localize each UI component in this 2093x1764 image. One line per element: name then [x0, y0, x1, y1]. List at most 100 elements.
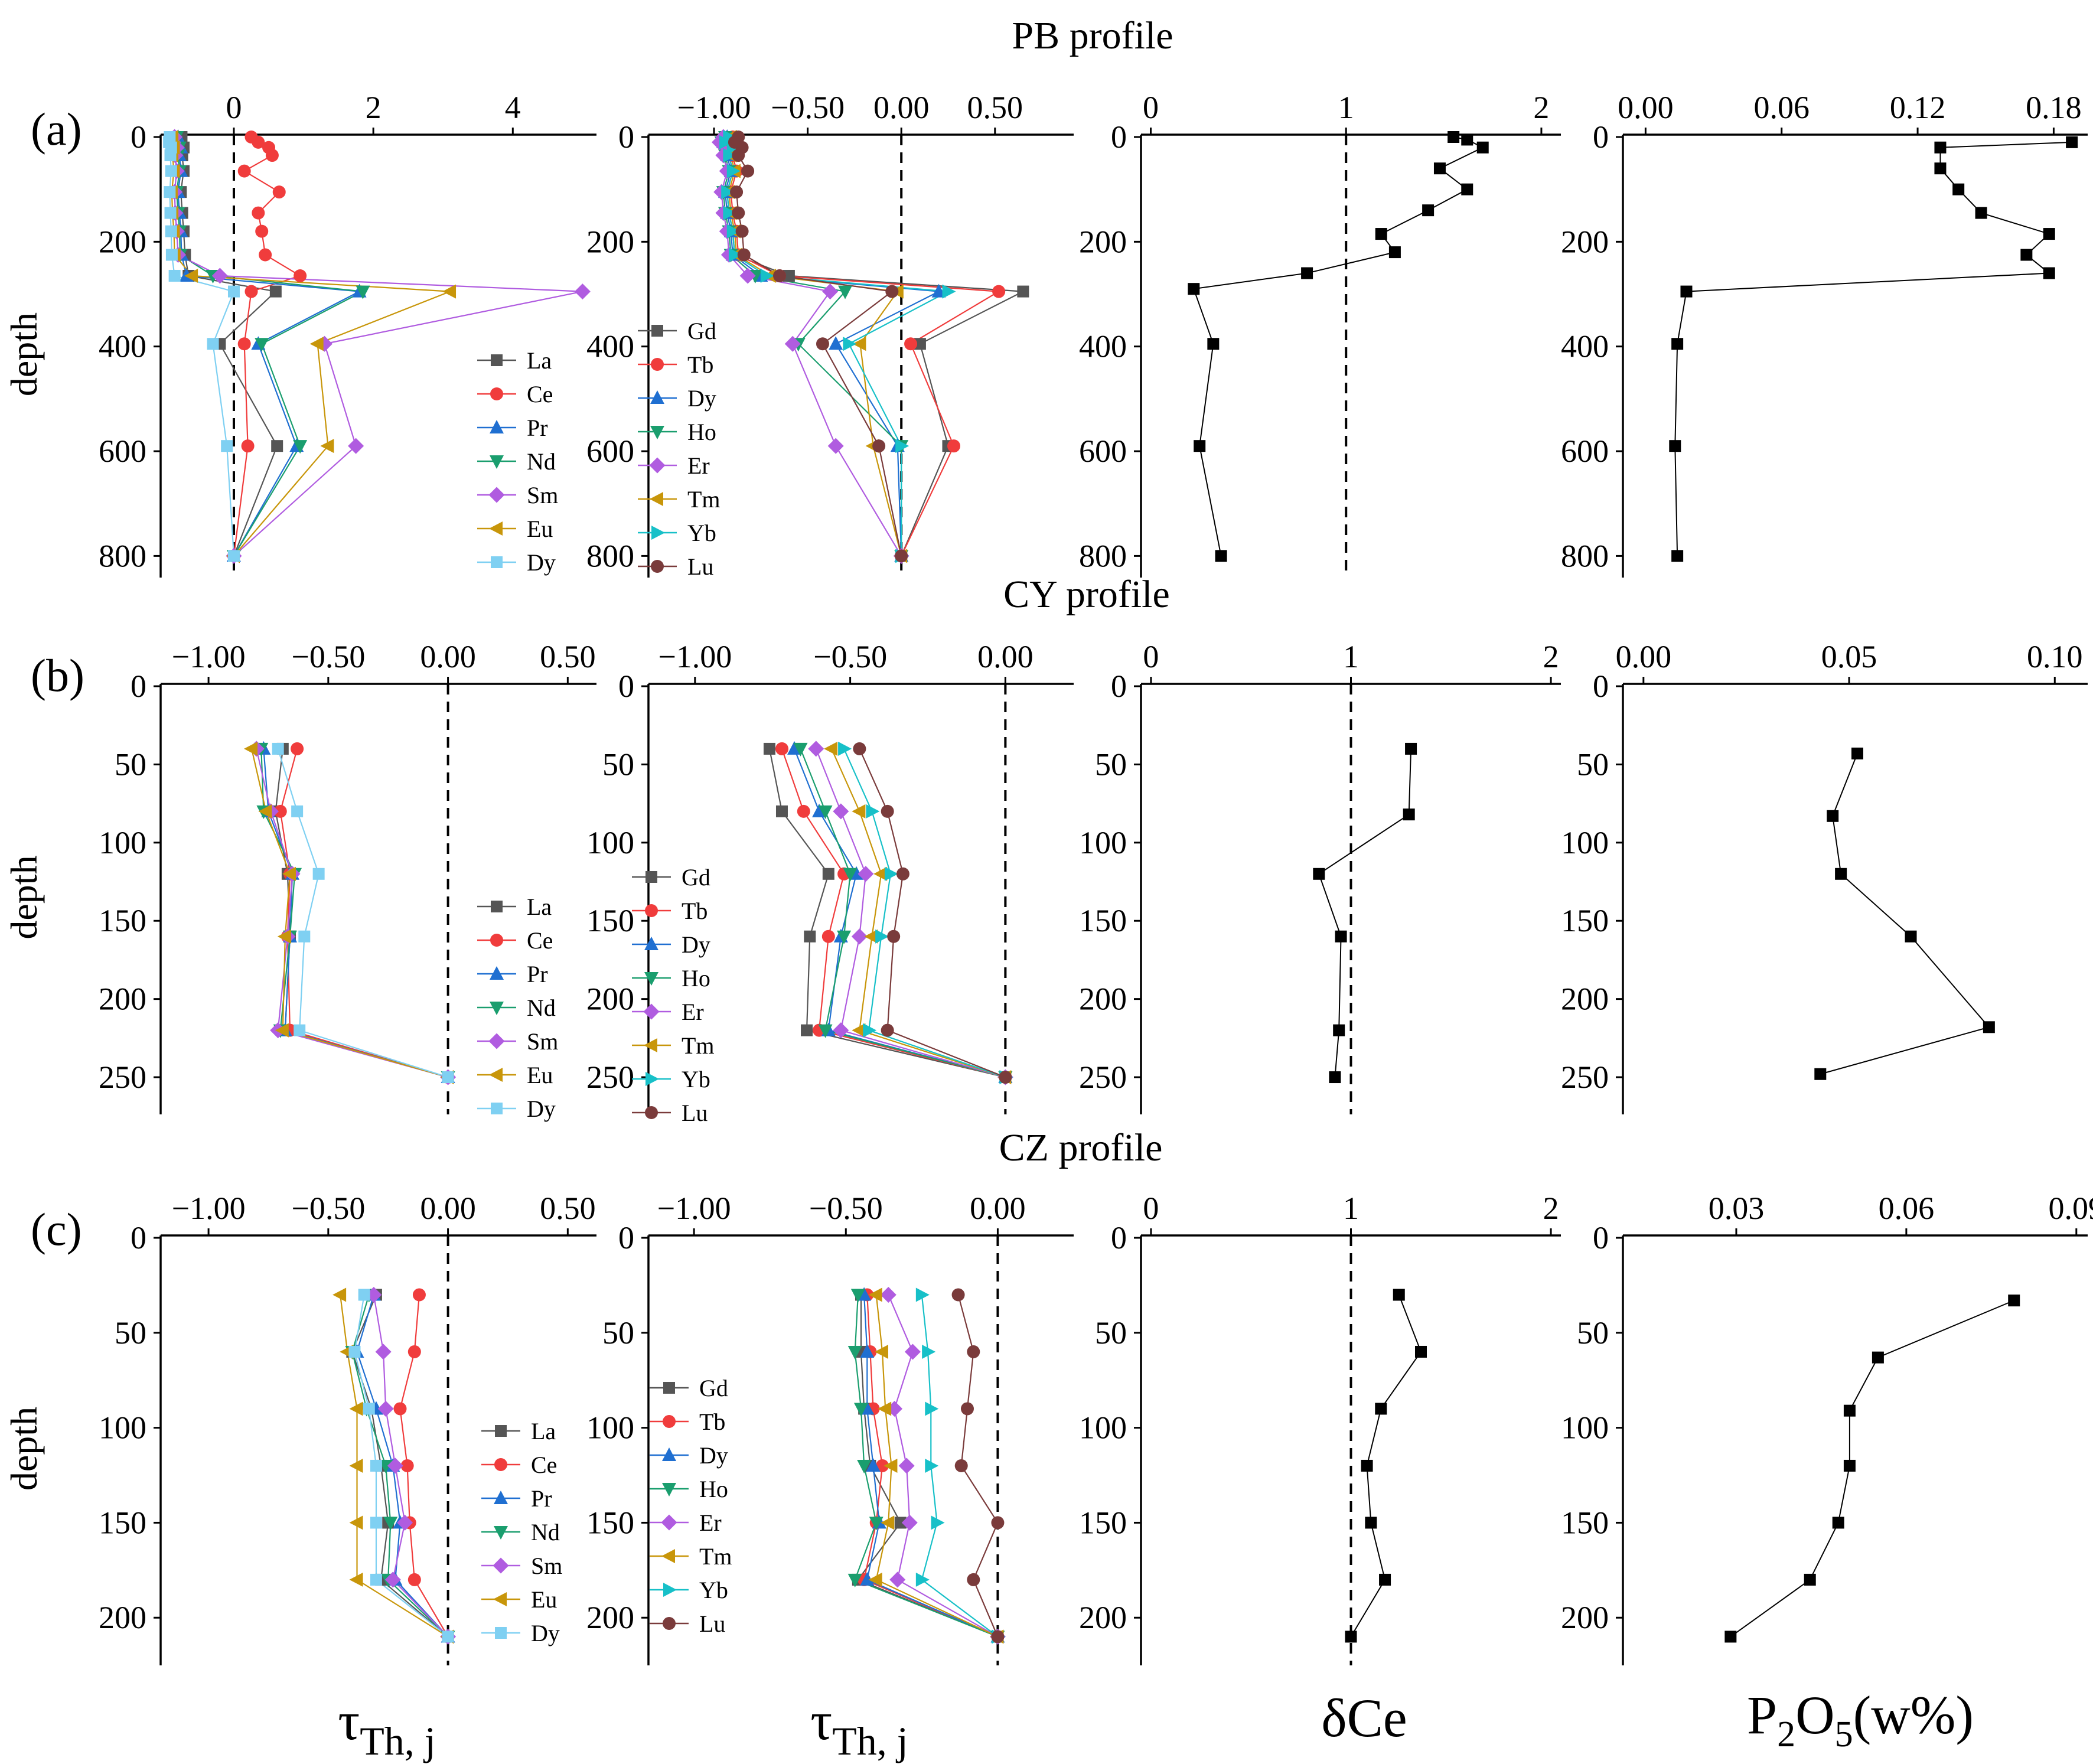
legend-label: Lu: [699, 1610, 725, 1637]
data-point-Sm: [384, 1571, 401, 1588]
y-tick-label: 200: [99, 1600, 146, 1635]
data-point-Yb: [760, 268, 774, 283]
data-point: [1194, 440, 1206, 452]
data-point-Dy: [312, 868, 325, 880]
data-point: [1433, 162, 1446, 175]
x-tick-label: 0: [1143, 90, 1159, 125]
xlabel-col1: τTh, j: [338, 1691, 435, 1763]
y-tick-label: 600: [586, 433, 634, 469]
legend-label: Er: [687, 452, 710, 479]
data-point: [1301, 267, 1313, 279]
series-line-Tb: [781, 748, 1006, 1078]
data-point-Er: [827, 438, 844, 454]
panel-label: (b): [31, 650, 84, 701]
legend-label: Lu: [687, 553, 713, 580]
data-point: [1215, 550, 1227, 562]
data-point-Lu: [881, 1023, 894, 1037]
legend-label: Lu: [682, 1100, 708, 1126]
legend-label: Ce: [527, 927, 553, 954]
data-point-Lu: [961, 1402, 974, 1416]
y-tick-label: 250: [1561, 1059, 1609, 1095]
legend-label: Tb: [682, 898, 708, 924]
data-point-Tm: [878, 1401, 892, 1416]
data-point-Dy: [168, 269, 181, 282]
data-point: [1669, 440, 1681, 452]
y-tick-label: 200: [1561, 1600, 1609, 1635]
profile-line: [1674, 141, 2072, 556]
data-point-Lu: [967, 1345, 980, 1358]
x-tick-label: −0.50: [771, 90, 845, 125]
data-point-Eu: [258, 804, 272, 819]
data-point-Ce: [252, 135, 265, 149]
y-tick-label: 600: [1079, 433, 1127, 469]
panel-4: 0.00 0.05 0.10 0 50 100 150 200 250: [1561, 639, 2088, 1114]
data-point: [1188, 283, 1200, 295]
data-point-Dy: [164, 207, 177, 219]
x-tick-label: 0.12: [1890, 90, 1946, 125]
data-point-Tb: [775, 742, 788, 755]
legend-marker-Pr: [490, 420, 504, 433]
data-point-Gd: [801, 1024, 813, 1036]
data-point-Er: [901, 1514, 918, 1531]
data-point: [1375, 228, 1387, 240]
data-point-Dy: [272, 742, 284, 755]
legend-label: Pr: [527, 961, 548, 987]
legend-label: Dy: [531, 1620, 560, 1646]
y-tick-label: 150: [99, 1505, 146, 1540]
panel-4: 0.00 0.06 0.12 0.18 0 200 400 600 800: [1561, 90, 2088, 578]
data-point-Yb: [931, 1515, 945, 1530]
data-point-Yb: [915, 1572, 930, 1587]
y-tick-label: 600: [99, 433, 146, 469]
data-point-Yb: [925, 1401, 939, 1416]
y-tick-label: 100: [1079, 1410, 1127, 1446]
legend-marker-Nd: [490, 455, 504, 469]
data-point-Nd: [293, 440, 308, 454]
series-line-Eu: [251, 748, 448, 1078]
data-point-Lu: [741, 164, 755, 178]
y-tick-label: 0: [1593, 1220, 1609, 1256]
legend-label: Sm: [527, 482, 558, 508]
y-tick-label: 200: [1079, 982, 1127, 1017]
y-tick-label: 200: [1079, 1600, 1127, 1635]
data-point-Ho: [847, 1345, 862, 1359]
x-tick-label: 1: [1343, 1191, 1359, 1226]
panel-1: −1.00 −0.50 0.00 0.50 0 50 100 150 200 La Ce Pr Nd Sm…: [99, 1191, 596, 1665]
data-point: [2043, 267, 2055, 279]
data-point: [1405, 742, 1417, 755]
data-point-Er: [858, 866, 874, 882]
series-line-Tm: [726, 136, 902, 556]
data-point: [1379, 1573, 1391, 1586]
data-point-Er: [822, 283, 839, 300]
depth-axis-label: depth: [3, 312, 45, 396]
x-tick-label: 0.18: [2026, 90, 2082, 125]
data-point-Er: [739, 268, 756, 284]
legend-marker-Ce: [490, 934, 503, 947]
data-point-Ho: [869, 1517, 884, 1531]
x-tick-label: 0.03: [1709, 1191, 1765, 1226]
data-point: [1843, 1459, 1856, 1472]
legend-marker-La: [491, 901, 503, 912]
data-point-Eu: [320, 439, 334, 454]
data-point-Tb: [876, 1459, 889, 1472]
data-point-Eu: [349, 1458, 363, 1473]
data-point: [1329, 1071, 1341, 1084]
data-point-Dy: [165, 249, 178, 261]
data-point-Yb: [875, 929, 889, 944]
data-point-Ce: [291, 742, 304, 755]
y-tick-label: 150: [1079, 1505, 1127, 1540]
data-point-Nd: [255, 338, 269, 352]
y-tick-label: 100: [1561, 825, 1609, 860]
data-point: [1313, 868, 1325, 880]
panel-2: −1.00 −0.50 0.00 0 50 100 150 200 250 Gd Tb Dy Ho Er T…: [586, 639, 1074, 1126]
legend-marker-Tm: [644, 1038, 657, 1052]
legend-label: Gd: [682, 864, 710, 891]
data-point-Yb: [721, 185, 735, 200]
data-point-Tm: [881, 1515, 895, 1530]
legend-marker-Ho: [650, 426, 664, 439]
data-point: [2043, 228, 2055, 240]
legend-marker-Tb: [651, 358, 664, 371]
x-tick-label: 2: [366, 90, 382, 125]
legend: La Ce Pr Nd Sm Eu Dy: [477, 347, 558, 576]
data-point-Dy: [370, 1573, 382, 1586]
